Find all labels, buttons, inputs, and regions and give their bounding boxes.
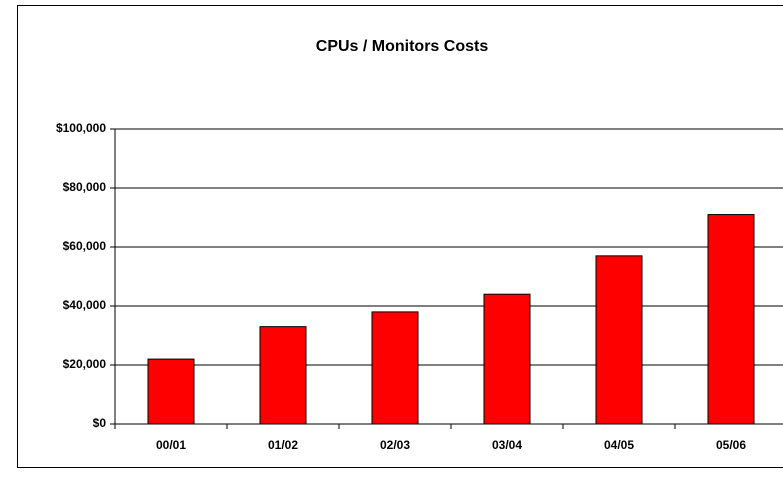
bar xyxy=(147,358,195,425)
bar xyxy=(483,293,531,425)
bar xyxy=(371,311,419,425)
y-tick-label: $20,000 xyxy=(63,357,107,371)
bar xyxy=(259,326,307,425)
x-tick-label: 05/06 xyxy=(716,438,746,452)
x-tick-label: 00/01 xyxy=(156,438,186,452)
bar xyxy=(707,214,755,425)
x-tick-label: 03/04 xyxy=(492,438,522,452)
y-tick-label: $100,000 xyxy=(56,121,106,135)
y-tick-label: $0 xyxy=(93,416,107,430)
chart-title: CPUs / Monitors Costs xyxy=(316,38,489,55)
bar xyxy=(595,255,643,425)
y-tick-label: $60,000 xyxy=(63,239,107,253)
y-tick-label: $40,000 xyxy=(63,298,107,312)
y-tick-label: $80,000 xyxy=(63,180,107,194)
x-tick-label: 01/02 xyxy=(268,438,298,452)
x-tick-label: 02/03 xyxy=(380,438,410,452)
x-tick-label: 04/05 xyxy=(604,438,634,452)
